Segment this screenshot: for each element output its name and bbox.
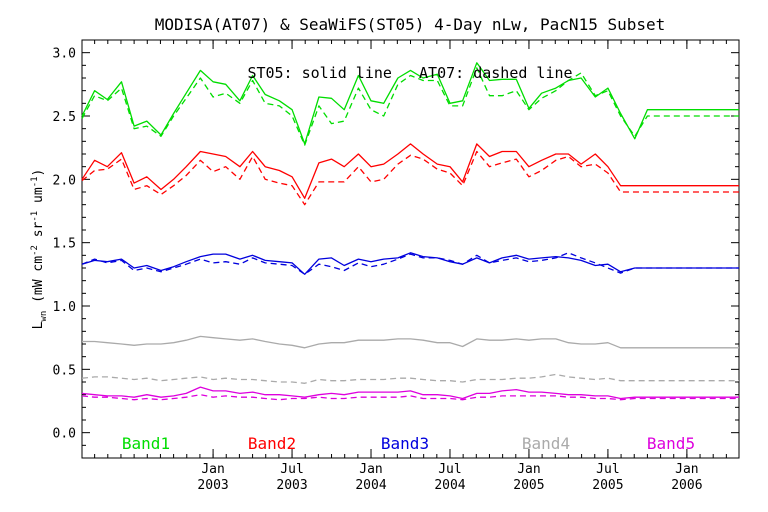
y-axis-label-sub: wn <box>39 311 49 322</box>
x-tick-year: 2005 <box>513 478 544 493</box>
chart-title: MODISA(AT07) & SeaWiFS(ST05) 4-Day nLw, … <box>155 15 666 34</box>
x-tick-year: 2003 <box>276 478 307 493</box>
series-line-9 <box>81 386 739 400</box>
y-axis-label-rest: (mW cm <box>31 256 46 311</box>
x-tick-year: 2004 <box>434 478 465 493</box>
y-axis-label: Lwn (mW cm-2 sr-1 um-1) <box>30 169 49 330</box>
series-line-6 <box>81 252 739 275</box>
y-tick-label: 3.0 <box>53 47 76 62</box>
x-tick-year: 2005 <box>592 478 623 493</box>
x-tick-year: 2006 <box>671 478 702 493</box>
x-tick-month: Jan <box>359 462 382 477</box>
x-tick-year: 2004 <box>355 478 386 493</box>
x-tick-month: Jan <box>517 462 540 477</box>
y-tick-label: 0.5 <box>53 363 76 378</box>
y-tick-label: 2.0 <box>53 173 76 188</box>
series-line-5 <box>81 252 739 275</box>
y-tick-label: 1.0 <box>53 300 76 315</box>
series-line-3 <box>81 143 739 199</box>
legend-item: Band4 <box>522 434 570 453</box>
legend-item: Band5 <box>647 434 695 453</box>
y-axis-label-sup3: -1 <box>30 176 40 187</box>
legend: Band1 Band2 Band3 Band4 Band5 <box>122 434 695 453</box>
y-axis-label-end: ) <box>31 169 46 177</box>
y-axis-label-mid: sr <box>31 221 46 245</box>
legend-item: Band1 <box>122 434 170 453</box>
y-tick-label: 0.0 <box>53 427 76 442</box>
x-tick-month: Jan <box>201 462 224 477</box>
series-line-8 <box>81 373 739 384</box>
y-tick-label: 1.5 <box>53 237 76 252</box>
series-line-2 <box>81 67 739 146</box>
x-tick-month: Jul <box>438 462 461 477</box>
y-axis-label-sup2: -1 <box>30 211 40 222</box>
series-line-10 <box>81 394 739 401</box>
series-group <box>81 62 739 401</box>
y-axis-label-sup1: -2 <box>30 245 40 256</box>
series-line-7 <box>82 335 739 349</box>
y-axis-label-main: L <box>31 321 46 329</box>
legend-item: Band3 <box>381 434 429 453</box>
y-tick-label: 2.5 <box>53 110 76 125</box>
x-axis: Jan2003Jul2003Jan2004Jul2004Jan2005Jul20… <box>94 40 727 493</box>
legend-item: Band2 <box>248 434 296 453</box>
y-axis-label-mid2: um <box>31 187 46 211</box>
x-tick-year: 2003 <box>197 478 228 493</box>
y-axis: 0.0 0.5 1.0 1.5 2.0 2.5 3.0 <box>53 39 739 446</box>
x-tick-month: Jul <box>280 462 303 477</box>
annotation-text: ST05: solid line AT07: dashed line <box>247 64 572 82</box>
series-line-4 <box>81 150 739 206</box>
x-tick-month: Jul <box>596 462 619 477</box>
x-tick-month: Jan <box>675 462 698 477</box>
